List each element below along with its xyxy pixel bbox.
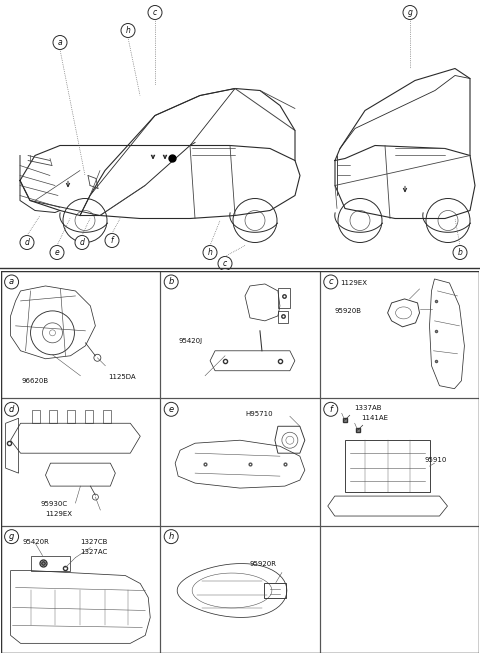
Circle shape — [5, 402, 19, 416]
Text: 95420R: 95420R — [23, 539, 49, 545]
Text: 1141AE: 1141AE — [362, 415, 389, 421]
Bar — [68, 410, 75, 423]
Circle shape — [218, 257, 232, 270]
Text: b: b — [168, 278, 174, 287]
Bar — [49, 410, 58, 423]
Bar — [264, 582, 286, 599]
Bar — [160, 398, 320, 526]
Circle shape — [75, 236, 89, 249]
Bar — [103, 410, 111, 423]
Circle shape — [324, 402, 338, 416]
Circle shape — [50, 246, 64, 259]
Bar — [345, 440, 430, 492]
Bar — [31, 556, 71, 571]
Text: c: c — [223, 259, 227, 268]
Text: g: g — [9, 532, 14, 541]
Text: h: h — [168, 532, 174, 541]
Text: 1129EX: 1129EX — [340, 280, 367, 286]
Text: b: b — [457, 248, 462, 257]
Text: d: d — [24, 238, 29, 247]
Text: 1129EX: 1129EX — [46, 511, 72, 517]
Circle shape — [148, 5, 162, 20]
Circle shape — [164, 275, 178, 289]
Text: h: h — [126, 26, 131, 35]
Bar — [320, 271, 480, 398]
Bar — [320, 398, 480, 526]
Circle shape — [105, 234, 119, 247]
Text: e: e — [168, 405, 174, 414]
Text: 1337AB: 1337AB — [355, 406, 382, 411]
Text: c: c — [328, 278, 333, 287]
Text: a: a — [58, 38, 62, 47]
Circle shape — [20, 236, 34, 249]
Text: e: e — [55, 248, 60, 257]
Text: d: d — [80, 238, 84, 247]
Text: d: d — [9, 405, 14, 414]
Circle shape — [53, 35, 67, 50]
Text: f: f — [329, 405, 332, 414]
Bar — [0, 526, 160, 653]
Circle shape — [164, 530, 178, 543]
Circle shape — [324, 275, 338, 289]
Bar — [160, 271, 320, 398]
Text: h: h — [207, 248, 213, 257]
Bar — [160, 526, 320, 653]
Text: c: c — [153, 8, 157, 17]
Bar — [0, 398, 160, 526]
Text: 1125DA: 1125DA — [108, 374, 136, 379]
Circle shape — [121, 24, 135, 37]
Text: 96620B: 96620B — [22, 377, 49, 384]
Bar — [278, 311, 288, 323]
Text: 1327AC: 1327AC — [81, 549, 108, 554]
Bar — [320, 526, 480, 653]
Text: 95910: 95910 — [424, 457, 447, 463]
Circle shape — [5, 275, 19, 289]
Circle shape — [453, 246, 467, 259]
Text: 1327CB: 1327CB — [81, 539, 108, 545]
Bar — [32, 410, 39, 423]
Text: 95420J: 95420J — [178, 338, 202, 344]
Circle shape — [5, 530, 19, 543]
Text: a: a — [9, 278, 14, 287]
Circle shape — [403, 5, 417, 20]
Bar — [0, 271, 160, 398]
Circle shape — [164, 402, 178, 416]
Bar — [85, 410, 94, 423]
Text: 95920R: 95920R — [250, 560, 277, 567]
Bar — [278, 288, 290, 308]
Text: 95920B: 95920B — [335, 308, 362, 314]
Text: H95710: H95710 — [245, 411, 273, 417]
Circle shape — [203, 246, 217, 259]
Text: f: f — [111, 236, 113, 245]
Text: g: g — [408, 8, 412, 17]
Text: 95930C: 95930C — [40, 501, 68, 507]
